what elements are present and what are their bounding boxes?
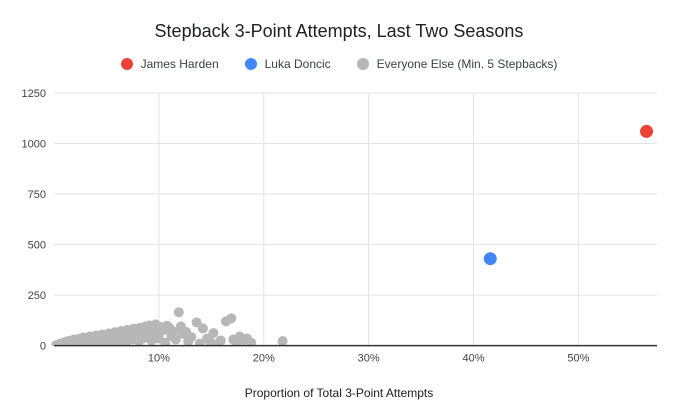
james-harden-data-point[interactable] [640,124,654,138]
legend-item-everyone-else: Everyone Else (Min. 5 Stepbacks) [356,57,558,71]
luka-doncic-data-point[interactable] [483,252,497,266]
y-tick-label: 1250 [22,88,46,100]
y-tick-label: 1000 [22,139,46,151]
chart-title: Stepback 3-Point Attempts, Last Two Seas… [154,21,524,41]
everyone-else-data-point[interactable] [277,336,288,346]
everyone-else-data-point[interactable] [226,313,237,324]
everyone-else-data-point[interactable] [208,328,219,339]
everyone-else-data-point[interactable] [168,326,179,337]
everyone-else-data-point[interactable] [197,323,208,334]
x-axis-title: Proportion of Total 3-Point Attempts [244,386,434,400]
legend-label-james-harden: James Harden [140,57,219,71]
everyone-else-data-point[interactable] [170,334,181,345]
everyone-else-data-point[interactable] [194,338,205,349]
legend-marker-james-harden-icon [120,58,133,70]
everyone-else-data-point[interactable] [160,337,171,348]
legend-label-everyone-else: Everyone Else (Min. 5 Stepbacks) [376,57,558,71]
x-tick-label: 20% [253,353,275,365]
everyone-else-data-point[interactable] [191,317,202,328]
legend-item-james-harden: James Harden [120,57,219,71]
y-tick-label: 750 [28,189,46,201]
legend-marker-everyone-else-icon [356,58,369,70]
y-tick-label: 500 [28,240,46,252]
everyone-else-data-point[interactable] [186,332,197,343]
everyone-else-data-point[interactable] [246,337,257,348]
legend-marker-luka-doncic-icon [244,58,257,70]
legend-label-luka-doncic: Luka Doncic [264,57,331,71]
x-tick-label: 40% [462,353,484,365]
y-tick-label: 0 [40,341,46,353]
y-tick-label: 250 [28,290,46,302]
legend-item-luka-doncic: Luka Doncic [244,57,331,71]
everyone-else-data-point[interactable] [215,335,226,346]
everyone-else-data-point[interactable] [173,307,184,318]
chart-legend: James Harden Luka Doncic Everyone Else (… [0,57,678,71]
x-tick-label: 50% [567,353,589,365]
x-tick-label: 10% [148,353,170,365]
x-tick-label: 30% [358,353,380,365]
